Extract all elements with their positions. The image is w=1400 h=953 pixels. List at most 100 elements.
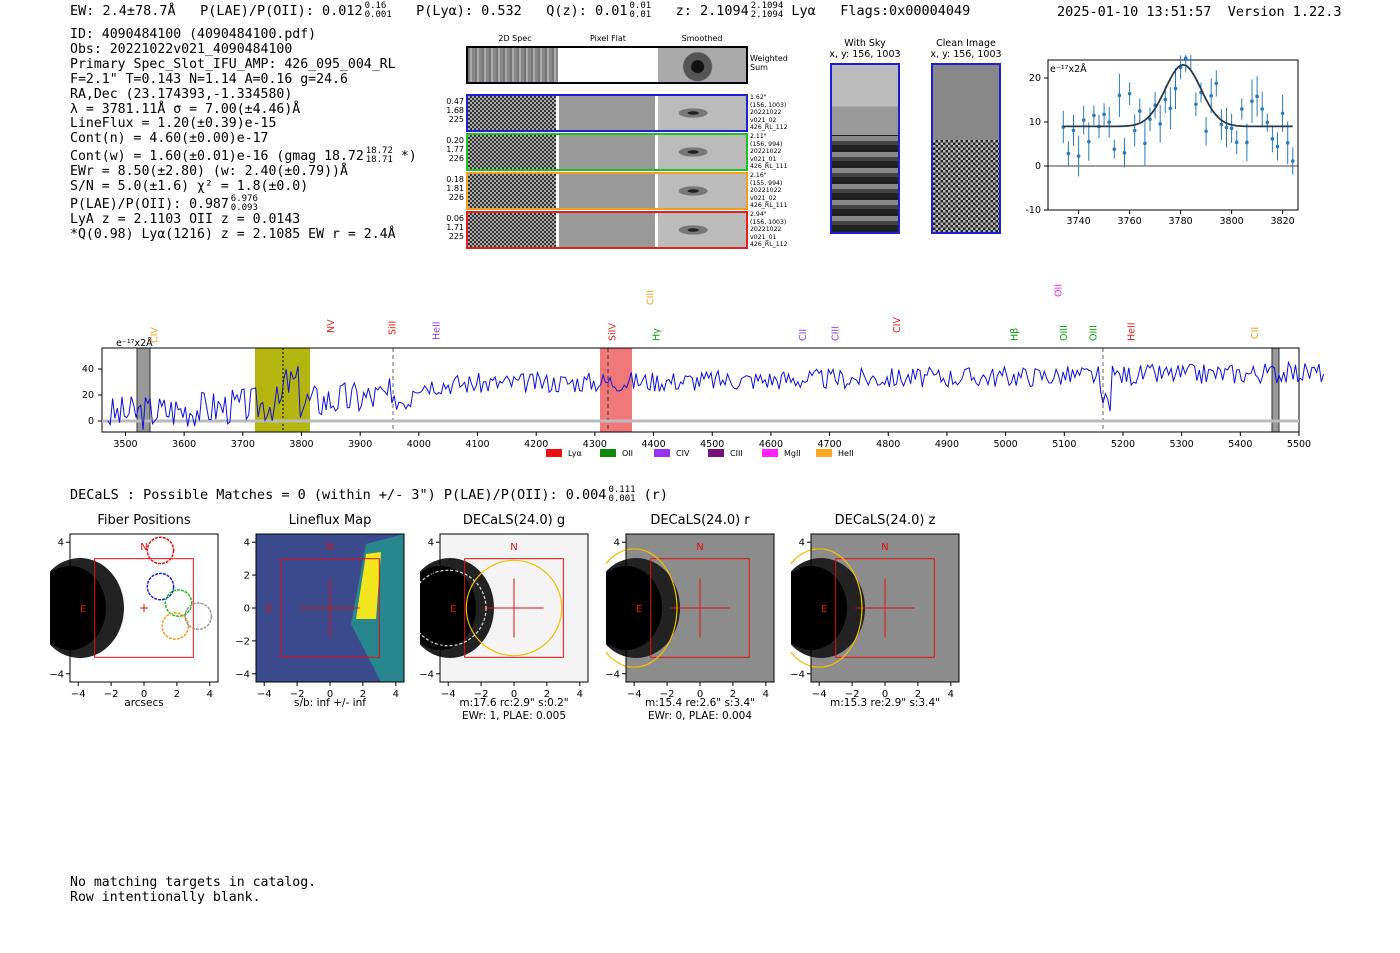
spectral-line-label: OIII [1059, 325, 1070, 341]
header-qz-label: Q(z): [546, 3, 587, 19]
aperture-ellipse [791, 548, 863, 668]
spectrum-x-ticks: 3500 3600 3700 3800 3900 4000 4100 4200 4300 4400… [113, 432, 1311, 450]
cutout-smoothed [658, 174, 746, 208]
legend-label: CIII [730, 449, 743, 458]
legend-swatch [654, 449, 670, 457]
spectral-line-label: CIII [646, 290, 657, 305]
cutout-stat: 1.81 [446, 184, 464, 193]
center-plus: + [139, 601, 149, 615]
cutout-meta: v021_02 [750, 194, 777, 202]
legend-label: HeII [838, 449, 854, 458]
panel-x-tick-label: 4 [207, 689, 213, 697]
caption-line: arcsecs [124, 697, 164, 709]
panel-x-tick-label: 4 [763, 689, 769, 697]
zoom-y-tick-label: -10 [1025, 205, 1041, 216]
info-fiber: F=2.1" T=0.143 N=1.14 A=0.16 g=24.6 [70, 71, 348, 87]
east-label: E [266, 604, 272, 615]
zoom-point [1183, 56, 1188, 60]
zoom-x-tick-label: 3780 [1169, 216, 1193, 227]
panel-x-tick-label: −2 [474, 689, 489, 697]
with-sky-title: With Sky x, y: 156, 1003 [826, 38, 904, 60]
panel-x-tick-label: −2 [660, 689, 675, 697]
zoom-point [1081, 118, 1086, 122]
cutout-row-stats: 0.18 1.81 226 [442, 175, 464, 202]
header-timestamp: 2025-01-10 13:51:57 [1057, 4, 1212, 20]
cutout-meta: 2.94" [750, 211, 767, 218]
with-sky-title-text: With Sky [844, 38, 886, 49]
lineflux-peak [356, 552, 381, 619]
spec-x-tick-label: 3700 [231, 439, 255, 450]
legend-label: CIV [676, 449, 690, 458]
info-ewr: EWr = 8.50(±2.80) (w: 2.40(±0.79))Å [70, 164, 348, 180]
info-plae-hi: 6.976 [230, 194, 258, 205]
panel-x-tick-label: −4 [812, 689, 827, 697]
cutout-2dspec [468, 213, 556, 247]
zoom-point [1240, 107, 1244, 111]
cutout-stat: 225 [448, 115, 464, 124]
info-plae-lo: 0.093 [230, 203, 258, 214]
spectrum-flux [107, 360, 1325, 430]
zoom-x-tick-label: 3740 [1067, 216, 1091, 227]
with-sky-xy: x, y: 156, 1003 [829, 49, 901, 60]
cutout-row [466, 172, 748, 210]
decals-heading-text: DECaLS : Possible Matches = 0 (within +/… [70, 487, 607, 503]
panel-y-tick-label: −4 [791, 669, 805, 680]
cutout-meta: v021_02 [750, 116, 777, 124]
spec-x-tick-label: 4400 [641, 439, 665, 450]
fiber-cutouts: 2D Spec Pixel Flat Smoothed Weighted Sum… [440, 34, 800, 254]
cutout-meta: 20221022 [750, 226, 782, 233]
info-lineflux: LineFlux = 1.20(±0.39)e-15 [70, 116, 277, 132]
info-primary: Primary Spec_Slot_IFU_AMP: 426_095_004_R… [70, 56, 396, 72]
weighted-flat [558, 48, 658, 82]
spectrum-y-ticks: 40 20 0 [82, 364, 102, 427]
panel-x-tick-label: −4 [71, 689, 86, 697]
cutout-meta: 2.11" [750, 133, 767, 140]
cutout-stat: 226 [448, 154, 464, 163]
header-plae-lo: 0.001 [364, 10, 392, 20]
panel-x-tick-label: 4 [948, 689, 954, 697]
info-q: *Q(0.98) Lyα(1216) z = 2.1085 EW r = 2.4… [70, 226, 396, 242]
cutout-stat: 1.71 [446, 223, 464, 232]
panel-x-tick-label: −4 [627, 689, 642, 697]
info-radec: RA,Dec (23.174393,-1.334580) [70, 86, 293, 102]
panel-x-tick-label: 4 [577, 689, 583, 697]
zoom-x-tick-label: 3820 [1271, 216, 1295, 227]
panel-y-tick-label: 4 [614, 538, 620, 549]
header-stamp: 2025-01-10 13:51:57 Version 1.22.3 [1057, 4, 1342, 20]
zoom-y-ticks: 3020100-10 [1025, 73, 1048, 216]
decals-panel-image: N E 4 2 0 −2 −4 −4 −2 0 2 4 [791, 533, 960, 697]
zoom-point [1112, 147, 1117, 151]
clean-image-title-text: Clean Image [936, 38, 996, 49]
spectral-line-label: OIII [1089, 325, 1100, 341]
decals-heading-lo: 0.001 [608, 494, 636, 504]
caption-line: EWr: 1, PLAE: 0.005 [461, 709, 567, 722]
cutout-stat: 225 [448, 232, 464, 241]
aperture-box [835, 558, 935, 658]
cutout-smoothed [658, 213, 746, 247]
zoom-point [1280, 111, 1285, 116]
spec-x-tick-label: 5500 [1287, 439, 1311, 450]
cutout-row-stats: 0.20 1.77 226 [442, 136, 464, 163]
aperture-ellipse [606, 548, 678, 668]
north-label: N [140, 542, 147, 553]
panel-y-tick-label: 0 [614, 604, 620, 615]
panel-x-tick-label: −2 [104, 689, 119, 697]
decals-panel-title: DECaLS(24.0) r [650, 513, 750, 528]
footer-line-1: No matching targets in catalog. [70, 875, 317, 890]
with-sky-image [830, 63, 900, 234]
decals-panel-caption: m:15.4 re:2.6" s:3.4" EWr: 0, PLAE: 0.004 [621, 697, 779, 722]
info-contw-hi: 18.72 [365, 146, 393, 157]
spec-x-tick-label: 5000 [994, 439, 1018, 450]
fiber-circle [164, 589, 193, 617]
aperture-ellipse [465, 559, 563, 657]
aperture-box [280, 558, 380, 658]
info-plae-line: P(LAE)/P(OII): 0.987 6.976 0.093 [70, 195, 417, 213]
aperture-box [650, 558, 750, 658]
panel-y-tick-label: 0 [244, 604, 250, 615]
weighted-smoothed [658, 48, 746, 82]
spectrum-frame [101, 347, 1300, 433]
cutout-stat: 0.20 [446, 136, 464, 145]
zoom-point [1168, 106, 1173, 111]
zoom-point [1219, 122, 1224, 127]
zoom-x-tick-label: 3800 [1220, 216, 1244, 227]
